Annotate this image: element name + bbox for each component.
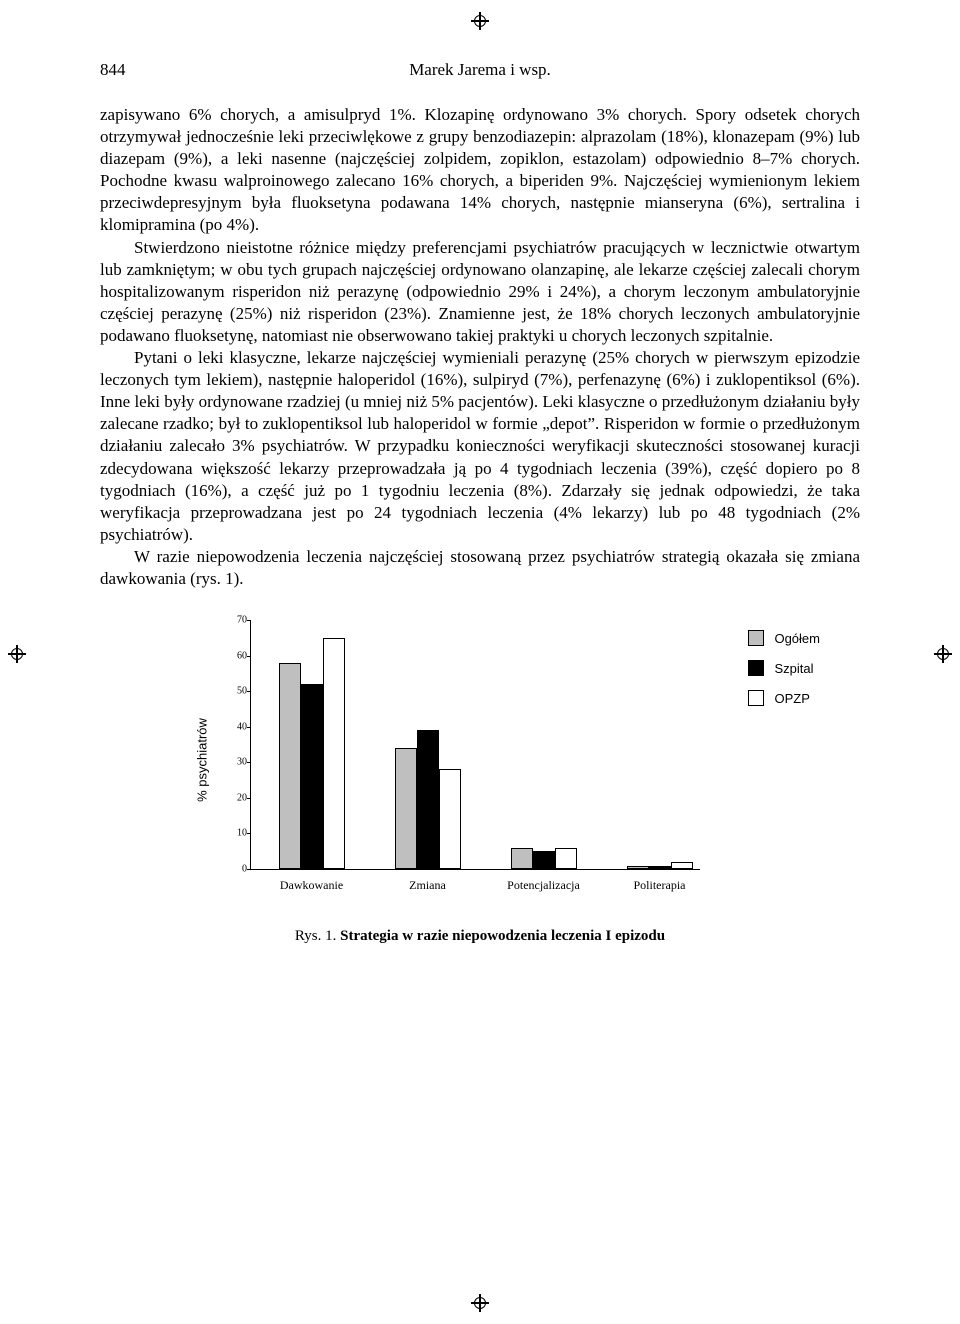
bar [555,848,577,869]
y-tick-label: 10 [223,828,247,839]
y-tick-label: 20 [223,792,247,803]
figure-1: % psychiatrów 010203040506070DawkowanieZ… [170,610,790,945]
paragraph: Pytani o leki klasyczne, lekarze najczęś… [100,347,860,546]
bar [533,851,555,869]
paragraph: zapisywano 6% chorych, a amisulpryd 1%. … [100,104,860,237]
legend: Ogółem Szpital OPZP [748,630,820,720]
legend-item: Szpital [748,660,820,676]
legend-item: OPZP [748,690,820,706]
bar [649,866,671,870]
bar [511,848,533,869]
x-tick-label: Potencjalizacja [507,878,580,893]
registration-mark-bottom [471,1294,489,1312]
registration-mark-right [934,645,952,663]
legend-label: Ogółem [774,631,820,646]
bar [279,663,301,869]
bar [395,748,417,869]
y-tick-label: 60 [223,650,247,661]
legend-swatch [748,660,764,676]
bar [323,638,345,869]
y-tick-label: 0 [223,864,247,875]
bar [439,769,461,869]
bar [671,862,693,869]
plot-area: 010203040506070DawkowanieZmianaPotencjal… [250,620,700,870]
bar [627,866,649,870]
figure-caption: Rys. 1. Strategia w razie niepowodzenia … [170,928,790,945]
page-number: 844 [100,60,126,80]
y-tick-label: 40 [223,721,247,732]
y-tick-label: 70 [223,615,247,626]
bar [417,730,439,869]
legend-item: Ogółem [748,630,820,646]
y-tick-label: 30 [223,757,247,768]
body-text: zapisywano 6% chorych, a amisulpryd 1%. … [100,104,860,590]
legend-swatch [748,630,764,646]
bar-chart: % psychiatrów 010203040506070DawkowanieZ… [220,610,710,910]
legend-swatch [748,690,764,706]
y-axis-label: % psychiatrów [195,718,210,802]
bar [301,684,323,869]
paragraph: W razie niepowodzenia leczenia najczęści… [100,546,860,590]
page: 844 Marek Jarema i wsp. 844 zapisywano 6… [0,0,960,1025]
caption-bold: Strategia w razie niepowodzenia leczenia… [340,928,665,944]
y-tick-label: 50 [223,686,247,697]
paragraph: Stwierdzono nieistotne różnice między pr… [100,237,860,347]
running-head: Marek Jarema i wsp. [126,60,835,80]
x-tick-label: Politerapia [634,878,686,893]
legend-label: Szpital [774,661,813,676]
caption-prefix: Rys. 1. [295,928,340,944]
x-tick-label: Dawkowanie [280,878,343,893]
x-tick-label: Zmiana [409,878,446,893]
registration-mark-top [471,12,489,30]
running-header: 844 Marek Jarema i wsp. 844 [100,60,860,80]
legend-label: OPZP [774,691,809,706]
registration-mark-left [8,645,26,663]
